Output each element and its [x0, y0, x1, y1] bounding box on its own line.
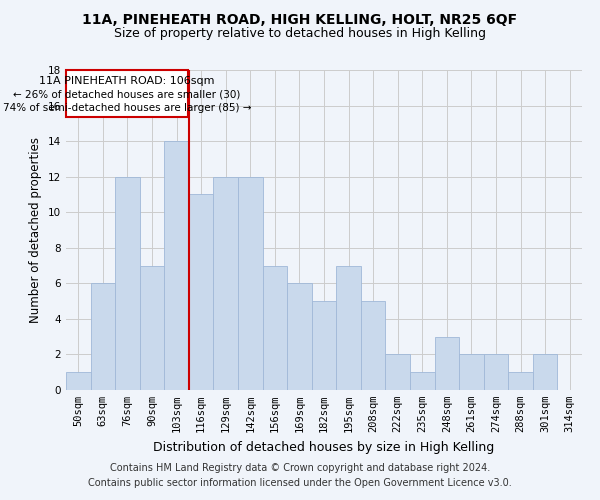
Bar	[533, 354, 557, 390]
Bar	[459, 354, 484, 390]
Y-axis label: Number of detached properties: Number of detached properties	[29, 137, 43, 323]
Bar	[287, 284, 312, 390]
Bar	[484, 354, 508, 390]
X-axis label: Distribution of detached houses by size in High Kelling: Distribution of detached houses by size …	[154, 440, 494, 454]
Text: ← 26% of detached houses are smaller (30): ← 26% of detached houses are smaller (30…	[13, 90, 241, 100]
Bar	[238, 176, 263, 390]
Bar	[336, 266, 361, 390]
Text: 11A, PINEHEATH ROAD, HIGH KELLING, HOLT, NR25 6QF: 11A, PINEHEATH ROAD, HIGH KELLING, HOLT,…	[82, 12, 518, 26]
Bar	[214, 176, 238, 390]
Text: Contains HM Land Registry data © Crown copyright and database right 2024.
Contai: Contains HM Land Registry data © Crown c…	[88, 462, 512, 487]
Bar	[312, 301, 336, 390]
Bar	[189, 194, 214, 390]
Bar	[385, 354, 410, 390]
Bar	[115, 176, 140, 390]
Bar	[164, 141, 189, 390]
Text: 74% of semi-detached houses are larger (85) →: 74% of semi-detached houses are larger (…	[3, 103, 251, 113]
Bar	[410, 372, 434, 390]
Bar	[361, 301, 385, 390]
Text: Size of property relative to detached houses in High Kelling: Size of property relative to detached ho…	[114, 28, 486, 40]
Text: 11A PINEHEATH ROAD: 106sqm: 11A PINEHEATH ROAD: 106sqm	[40, 76, 215, 86]
FancyBboxPatch shape	[66, 70, 188, 117]
Bar	[434, 336, 459, 390]
Bar	[508, 372, 533, 390]
Bar	[140, 266, 164, 390]
Bar	[91, 284, 115, 390]
Bar	[66, 372, 91, 390]
Bar	[263, 266, 287, 390]
